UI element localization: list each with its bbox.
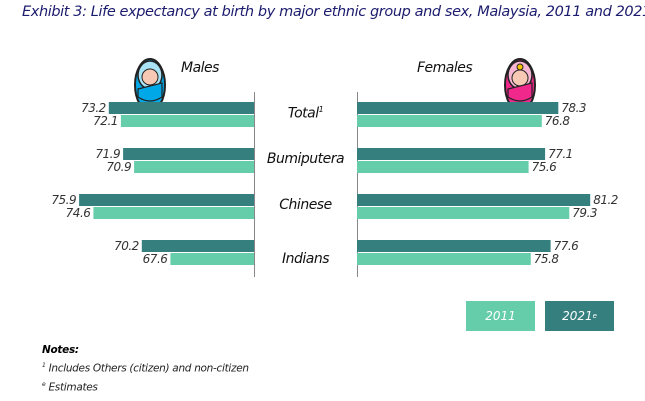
note-1: 1 Includes Others (citizen) and non-citi… (42, 362, 249, 375)
bar-males-2021-indians (141, 240, 254, 252)
data-label: 74.6 (66, 206, 92, 220)
males-axis-line (254, 92, 255, 277)
note-e: e Estimates (42, 380, 98, 394)
bar-males-2021-chinese (79, 194, 254, 206)
data-label: 77.6 (554, 239, 580, 253)
chart-title: Exhibit 3: Life expectancy at birth by m… (22, 4, 645, 20)
bar-females-2021-bumiputera (357, 148, 546, 160)
data-label: 75.8 (534, 252, 560, 266)
bar-males-2011-total (120, 115, 255, 127)
bar-females-2021-chinese (357, 194, 591, 206)
data-label: 79.3 (572, 206, 597, 220)
legend-2021: 2021 e (545, 301, 614, 331)
data-label: 75.6 (532, 160, 558, 174)
bar-females-2021-indians (357, 240, 551, 252)
bar-males-2011-bumiputera (134, 161, 254, 173)
data-label: 71.9 (95, 147, 120, 161)
legend-2011: 2011 (466, 301, 535, 331)
notes-heading: Notes: (42, 344, 79, 356)
data-label: 70.9 (106, 160, 131, 174)
females-label: Females (417, 60, 473, 76)
bar-females-2021-total (357, 102, 559, 114)
data-label: 81.2 (593, 193, 618, 207)
males-label: Males (181, 60, 219, 76)
bar-females-2011-chinese (357, 207, 570, 219)
bar-males-2011-indians (170, 253, 254, 265)
bars-layer: 73.2 71.9 75.9 70.2 72.1 70.9 74.6 67.6 78.3 77.1… (51, 101, 618, 266)
bar-males-2021-bumiputera (123, 148, 254, 160)
data-label: 75.9 (51, 193, 76, 207)
data-label: 73.2 (81, 101, 106, 115)
bar-females-2011-total (357, 115, 542, 127)
data-label: 77.1 (548, 147, 573, 161)
bar-males-2021-total (108, 102, 254, 114)
data-label: 76.8 (545, 114, 571, 128)
female-baby-icon (504, 58, 536, 112)
category-label-chinese: Chinese (279, 197, 332, 213)
category-label-indians: Indians (281, 251, 330, 267)
bar-females-2011-indians (357, 253, 531, 265)
bar-males-2011-chinese (93, 207, 255, 219)
data-label: 70.2 (114, 239, 139, 253)
notes: Notes: 1 Includes Others (citizen) and n… (42, 343, 249, 395)
category-label-bumiputera: Bumiputera (266, 151, 345, 167)
females-axis-line (357, 92, 358, 277)
data-label: 72.1 (93, 114, 118, 128)
data-label: 78.3 (561, 101, 586, 115)
bar-females-2011-bumiputera (357, 161, 529, 173)
category-label-total: Total1 (287, 105, 324, 122)
data-label: 67.6 (143, 252, 169, 266)
male-baby-icon (134, 58, 166, 112)
